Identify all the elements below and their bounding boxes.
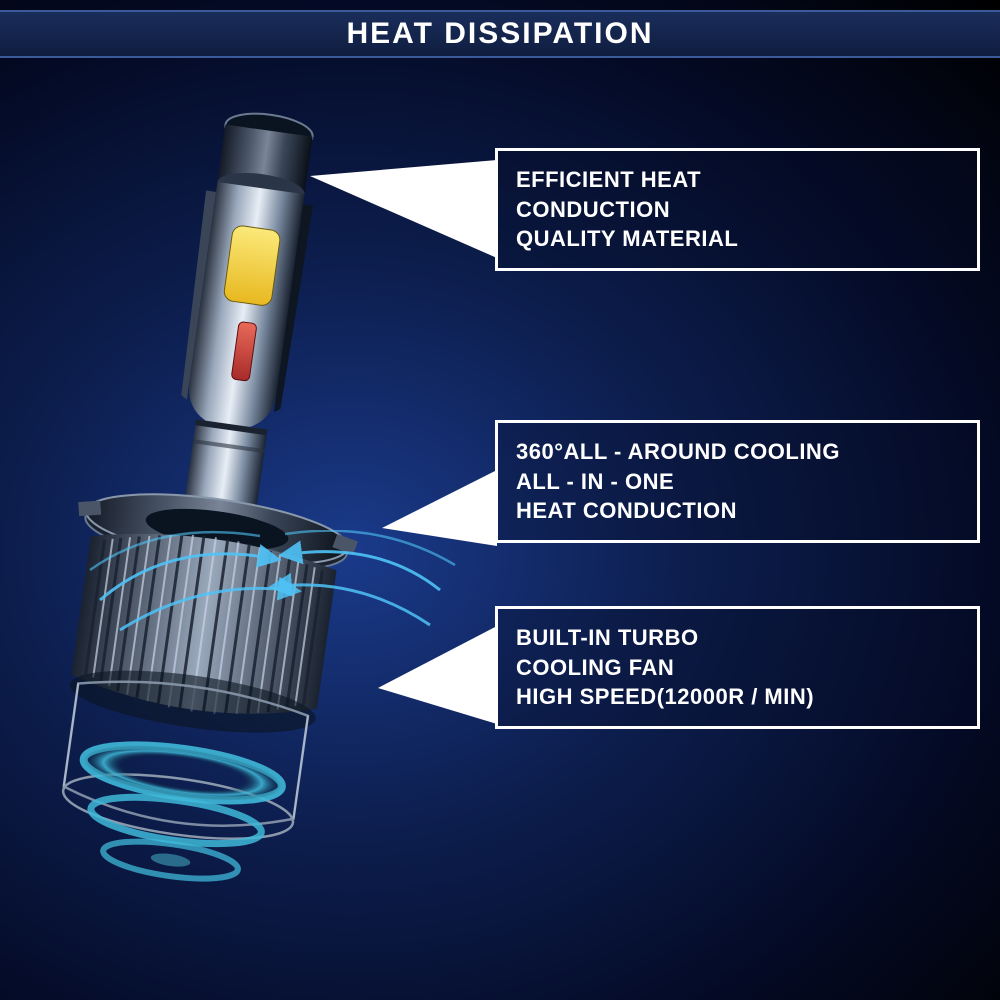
- bulb-diagram: [100, 110, 460, 940]
- callout-1: EFFICIENT HEATCONDUCTIONQUALITY MATERIAL: [495, 148, 980, 271]
- bulb-svg: [100, 110, 460, 940]
- callout-3-text: BUILT-IN TURBOCOOLING FANHIGH SPEED(1200…: [516, 625, 814, 709]
- callout-2: 360°ALL - AROUND COOLINGALL - IN - ONEHE…: [495, 420, 980, 543]
- page-title: HEAT DISSIPATION: [346, 17, 653, 51]
- title-band: HEAT DISSIPATION: [0, 10, 1000, 58]
- fan-rings: [69, 735, 285, 890]
- callout-3: BUILT-IN TURBOCOOLING FANHIGH SPEED(1200…: [495, 606, 980, 729]
- callout-1-text: EFFICIENT HEATCONDUCTIONQUALITY MATERIAL: [516, 167, 738, 251]
- led-chip-yellow: [223, 225, 281, 307]
- led-body: [174, 181, 314, 434]
- callout-2-text: 360°ALL - AROUND COOLINGALL - IN - ONEHE…: [516, 439, 840, 523]
